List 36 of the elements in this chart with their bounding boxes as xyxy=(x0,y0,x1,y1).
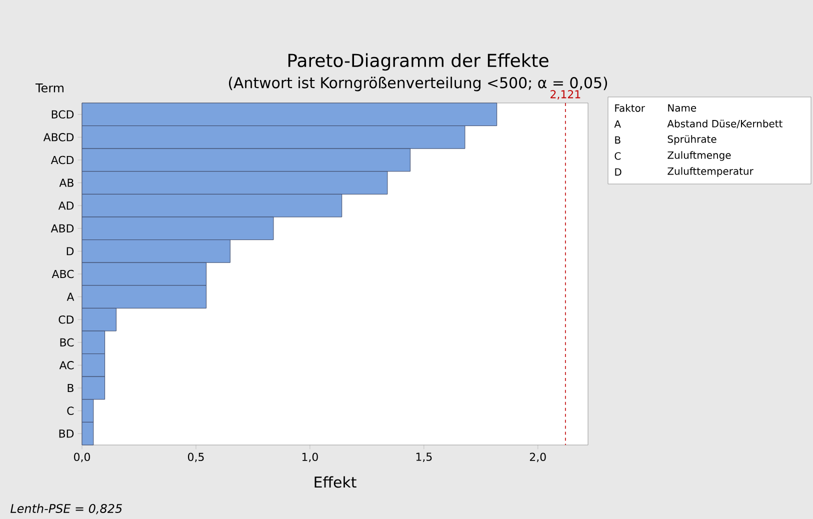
text: Zulufttemperatur xyxy=(668,167,754,177)
y-tick-label: D xyxy=(66,247,74,256)
y-tick-label: AD xyxy=(58,202,74,210)
text: C xyxy=(614,152,621,160)
text: Name xyxy=(668,104,696,112)
y-tick-label: AC xyxy=(59,361,74,370)
y-tick-label: BCD xyxy=(52,110,74,119)
y-tick-label: CD xyxy=(58,315,74,324)
ref-line-label: 2,121 xyxy=(550,90,580,100)
text: Abstand Düse/Kernbett xyxy=(667,120,782,128)
y-tick-label: BC xyxy=(60,338,74,347)
x-tick-label: 1,5 xyxy=(416,452,432,462)
y-tick-label: ACD xyxy=(50,156,74,164)
text: Faktor xyxy=(615,104,645,112)
y-tick-label: A xyxy=(66,292,74,301)
x-tick-label: 0,5 xyxy=(188,452,204,462)
y-tick-label: ABC xyxy=(52,270,74,278)
text: B xyxy=(615,136,620,144)
x-axis-title: Effekt xyxy=(314,476,356,488)
y-tick-label: BD xyxy=(59,430,74,438)
y-tick-label: ABD xyxy=(50,224,74,232)
y-tick-label: AB xyxy=(59,178,74,187)
text: Sprührate xyxy=(668,135,716,145)
text: A xyxy=(614,120,621,128)
x-tick-label: 0,0 xyxy=(74,452,90,462)
y-tick-label: ABCD xyxy=(43,133,74,142)
x-tick-label: 1,0 xyxy=(302,452,318,462)
chart-title: Pareto-Diagramm der Effekte xyxy=(288,53,548,71)
y-axis-title: Term xyxy=(35,84,64,92)
text: D xyxy=(615,168,622,176)
text: Zuluftmenge xyxy=(668,151,731,161)
chart-subtitle: (Antwort ist Korngrößenverteilung <500; α = 0,05) xyxy=(228,76,608,92)
text: Lenth-PSE = 0,825 xyxy=(10,504,122,514)
x-tick-label: 2,0 xyxy=(530,452,546,462)
y-tick-label: B xyxy=(68,384,74,392)
y-tick-label: C xyxy=(67,406,74,415)
